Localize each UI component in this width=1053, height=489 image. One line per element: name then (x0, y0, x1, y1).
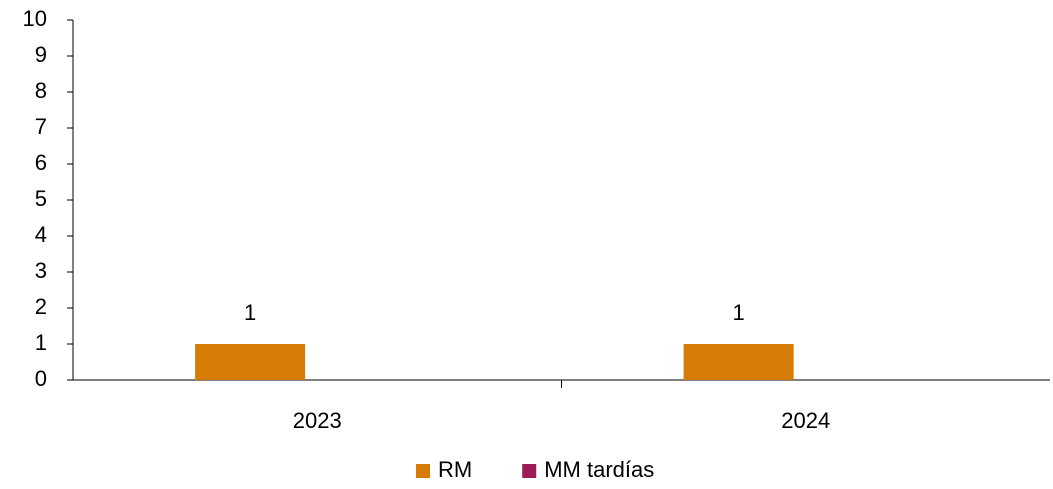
y-tick-label: 8 (35, 78, 47, 103)
y-tick-label: 10 (23, 6, 47, 31)
data-label: 1 (244, 300, 256, 325)
y-tick-label: 1 (35, 330, 47, 355)
y-tick-label: 7 (35, 114, 47, 139)
data-label: 1 (733, 300, 745, 325)
x-tick-label: 2024 (781, 408, 830, 433)
y-tick-label: 6 (35, 150, 47, 175)
legend-swatch (416, 464, 430, 478)
bar (683, 344, 794, 380)
y-tick-label: 9 (35, 42, 47, 67)
legend-label: MM tardías (544, 457, 654, 482)
y-tick-label: 4 (35, 222, 47, 247)
bar (195, 344, 306, 380)
y-tick-label: 5 (35, 186, 47, 211)
y-tick-label: 2 (35, 294, 47, 319)
legend-label: RM (438, 457, 472, 482)
x-tick-label: 2023 (293, 408, 342, 433)
y-tick-label: 0 (35, 366, 47, 391)
legend-swatch (522, 464, 537, 478)
y-tick-label: 3 (35, 258, 47, 283)
